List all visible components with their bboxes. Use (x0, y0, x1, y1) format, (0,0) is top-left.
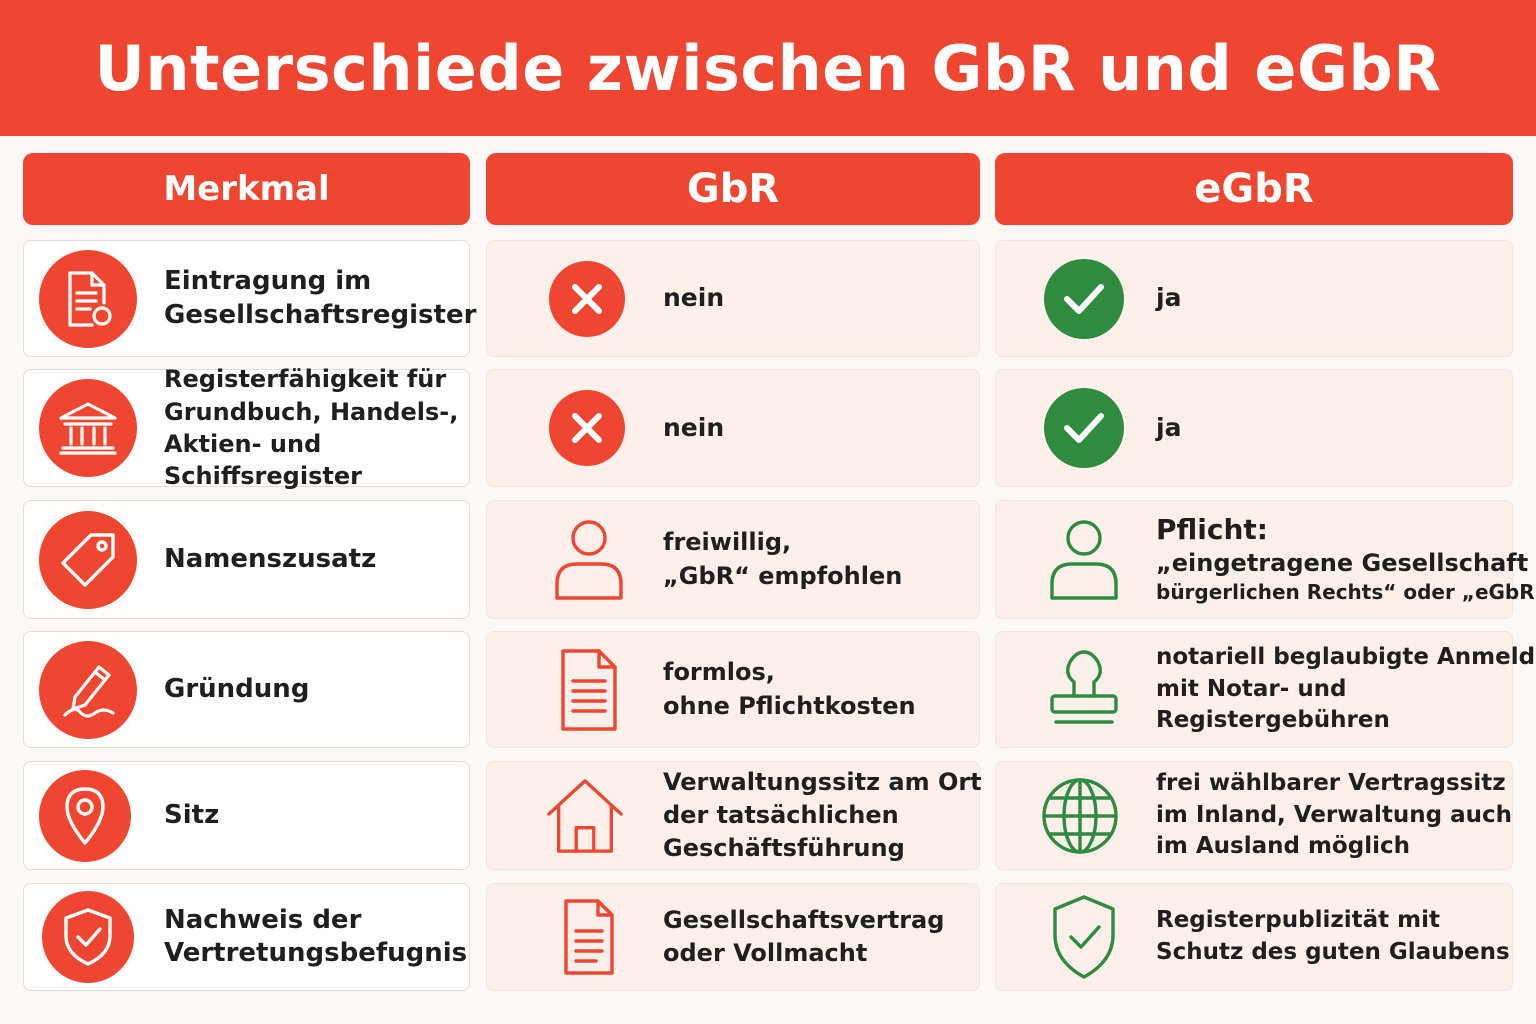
gbr-value-text: freiwillig, „GbR“ empfohlen (663, 528, 903, 590)
document-icon (549, 648, 629, 731)
tag-icon (39, 510, 137, 609)
globe-icon (1040, 776, 1120, 856)
gbr-value-cell: nein (486, 240, 980, 357)
egbr-value-text: frei wählbarer Vertragssitz im Inland, V… (1156, 769, 1513, 860)
stamp-icon (1044, 649, 1124, 730)
gbr-value-text: formlos, ohne Pflichtkosten (663, 658, 916, 720)
feature-label: Sitz (164, 799, 220, 830)
egbr-value-cell: Registerpublizität mit Schutz des guten … (995, 883, 1513, 991)
table-row-seat: Sitz Verwaltungssitz am Ort der tatsächl… (0, 761, 1536, 870)
feature-label: Namenszusatz (164, 543, 377, 574)
gbr-value-text: Gesellschaftsvertrag oder Vollmacht (663, 905, 945, 967)
table-row-register-capacity: Registerfähigkeit für Grundbuch, Handels… (0, 365, 1536, 490)
egbr-value-text: notariell beglaubigte Anmeldung mit Nota… (1156, 643, 1536, 734)
feature-label: Nachweis der Vertretungsbefugnis (164, 904, 468, 968)
house-icon (545, 776, 625, 856)
egbr-value-cell: Pflicht: „eingetragene Gesellschaft bürg… (995, 500, 1536, 619)
gbr-value-cell: formlos, ohne Pflichtkosten (486, 631, 980, 748)
feature-cell: Sitz (23, 761, 470, 870)
table-row-proof-of-representation: Nachweis der Vertretungsbefugnis Gesells… (0, 883, 1536, 991)
location-pin-icon (39, 769, 131, 862)
egbr-value-text: ja (1156, 412, 1182, 442)
gbr-value-text: nein (663, 283, 725, 313)
egbr-value-text: Registerpublizität mit Schutz des guten … (1156, 907, 1510, 965)
feature-label: Registerfähigkeit für Grundbuch, Handels… (164, 365, 459, 491)
check-icon (1044, 388, 1124, 468)
feature-cell: Registerfähigkeit für Grundbuch, Handels… (23, 365, 470, 490)
gbr-value-cell: freiwillig, „GbR“ empfohlen (486, 500, 980, 619)
feature-label: Eintragung im Gesellschaftsregister (164, 266, 477, 330)
gbr-value-cell: Gesellschaftsvertrag oder Vollmacht (486, 883, 980, 991)
cross-icon (549, 390, 625, 466)
person-icon (549, 519, 629, 600)
feature-cell: Nachweis der Vertretungsbefugnis (23, 883, 470, 991)
table-row-name-suffix: Namenszusatz freiwillig, „GbR“ empfohlen… (0, 500, 1536, 619)
egbr-value-cell: ja (995, 240, 1513, 357)
table-row-founding: Gründung formlos, ohne Pflichtkosten not… (0, 631, 1536, 748)
column-header-egbr: eGbR (995, 153, 1513, 225)
feature-label: Gründung (164, 673, 310, 704)
pen-signature-icon (39, 640, 137, 739)
gbr-value-cell: nein (486, 369, 980, 487)
feature-cell: Gründung (23, 631, 470, 748)
document-icon (549, 897, 629, 977)
cross-icon (549, 260, 625, 337)
feature-cell: Eintragung im Gesellschaftsregister (23, 240, 477, 357)
institution-building-icon (39, 379, 137, 477)
egbr-value-cell: frei wählbarer Vertragssitz im Inland, V… (995, 761, 1513, 870)
shield-check-icon (1044, 895, 1124, 979)
gbr-value-text: nein (663, 412, 725, 442)
feature-cell: Namenszusatz (23, 500, 470, 619)
person-icon (1044, 519, 1124, 600)
column-header-gbr: GbR (486, 153, 980, 225)
shield-check-icon (42, 891, 134, 983)
title-banner: Unterschiede zwischen GbR und eGbR (0, 0, 1536, 136)
page-title: Unterschiede zwischen GbR und eGbR (94, 31, 1442, 105)
table-row-register-entry: Eintragung im Gesellschaftsregister nein… (0, 240, 1536, 357)
document-registration-icon (39, 249, 137, 348)
egbr-value-cell: notariell beglaubigte Anmeldung mit Nota… (995, 631, 1536, 748)
egbr-value-cell: ja (995, 369, 1513, 487)
gbr-value-cell: Verwaltungssitz am Ort der tatsächlichen… (486, 761, 982, 870)
check-icon (1044, 258, 1124, 339)
egbr-value-text: Pflicht: „eingetragene Gesellschaft bürg… (1156, 513, 1536, 604)
column-header-feature: Merkmal (23, 153, 470, 225)
gbr-value-text: Verwaltungssitz am Ort der tatsächlichen… (663, 767, 982, 863)
egbr-value-text: ja (1156, 283, 1182, 313)
